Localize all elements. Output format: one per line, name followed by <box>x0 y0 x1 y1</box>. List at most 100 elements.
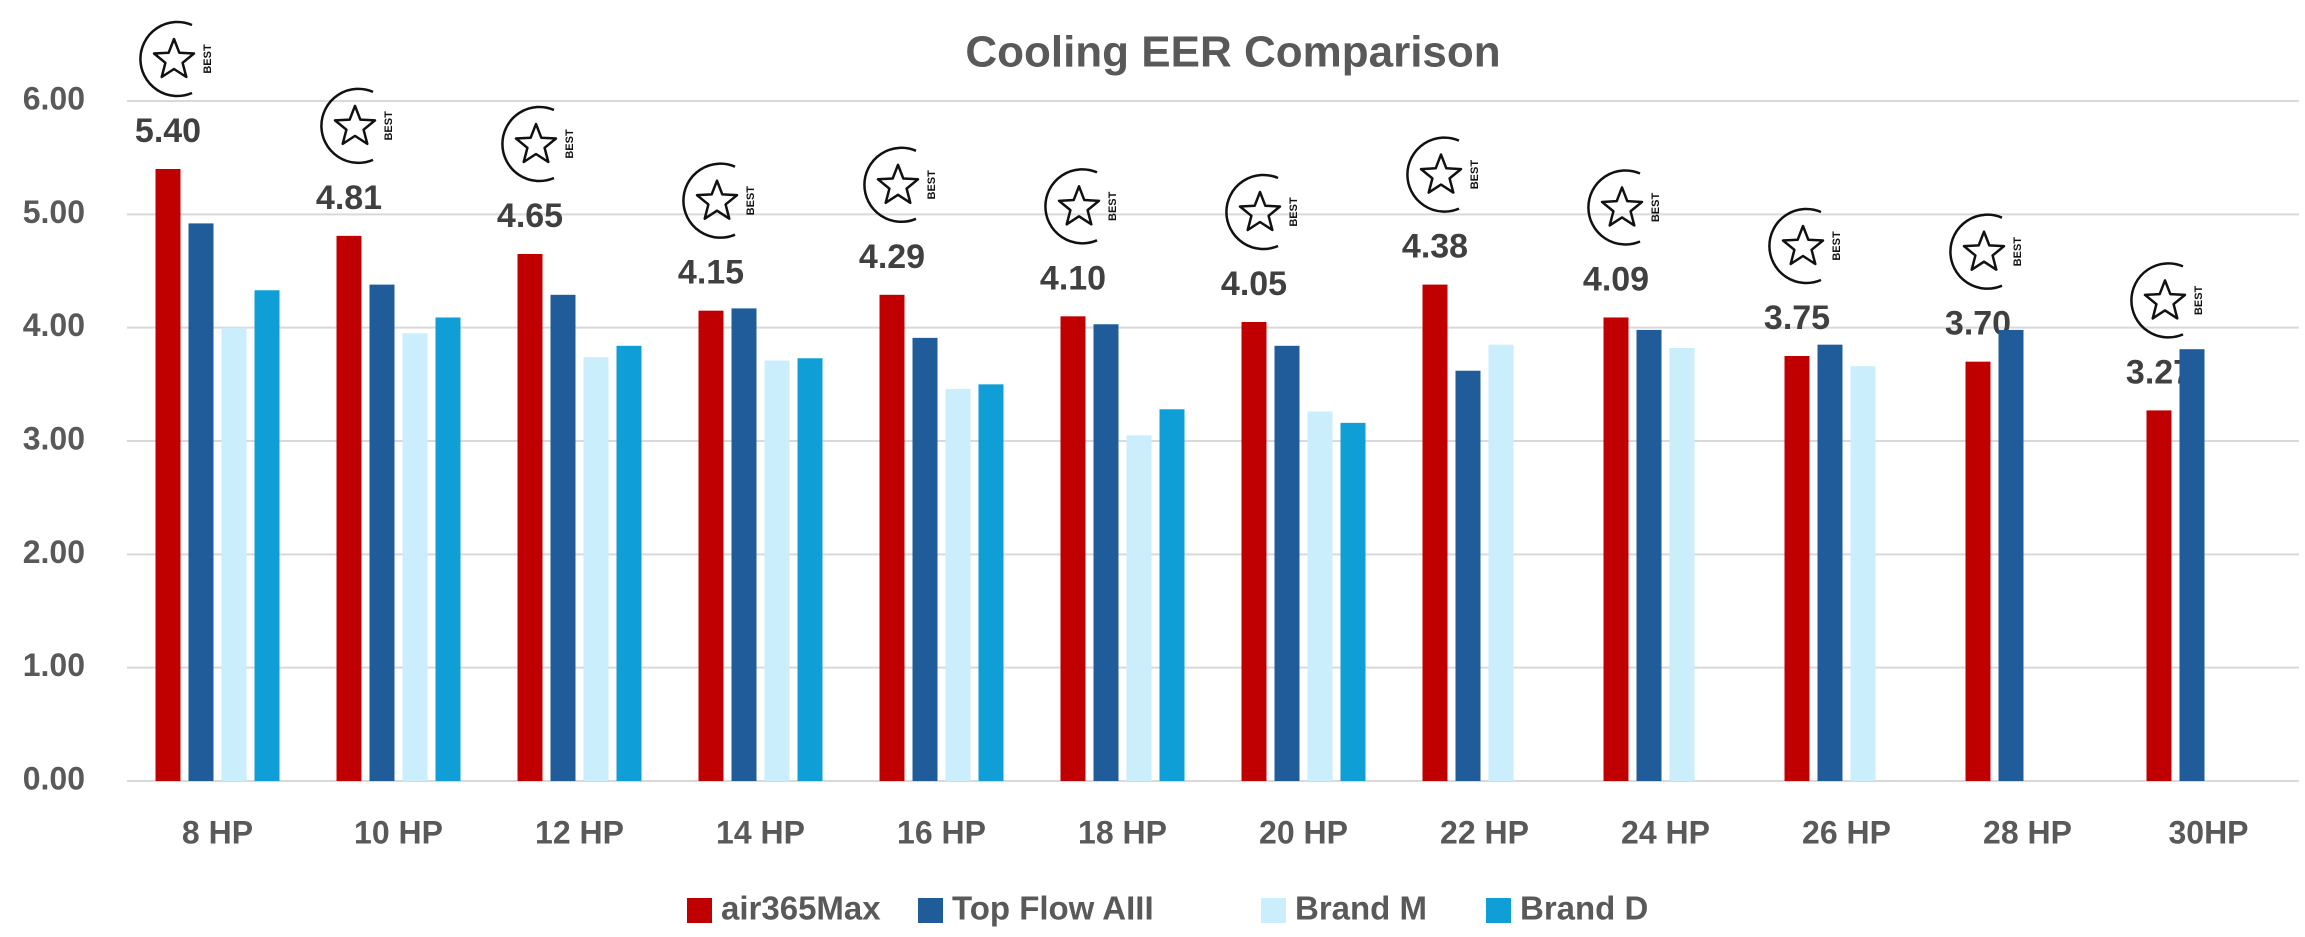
legend-swatch <box>1261 898 1286 923</box>
badge-star <box>1238 190 1282 232</box>
best-badge: BEST <box>682 162 757 239</box>
bar <box>978 384 1004 781</box>
bar <box>1669 348 1695 781</box>
bar <box>221 327 247 781</box>
bar <box>155 169 181 781</box>
bar <box>616 345 642 781</box>
bar <box>1636 329 1662 781</box>
legend-swatch <box>1486 898 1511 923</box>
value-label: 4.10 <box>1040 259 1106 297</box>
bar <box>1817 344 1843 781</box>
bar <box>1126 435 1152 781</box>
bar <box>1850 366 1876 781</box>
bar <box>1093 324 1119 781</box>
x-tick-label: 12 HP <box>535 814 624 850</box>
value-label: 4.81 <box>316 179 382 217</box>
badge-star <box>1057 185 1101 226</box>
value-label: 4.09 <box>1583 260 1649 298</box>
badge-label: BEST <box>1288 197 1300 227</box>
x-tick-label: 22 HP <box>1440 814 1529 850</box>
badge-star <box>152 37 196 79</box>
badge-star <box>1600 186 1644 227</box>
bar <box>254 290 280 781</box>
badge-label: BEST <box>1469 160 1481 190</box>
bar <box>402 333 428 781</box>
badge-ring <box>1225 173 1279 251</box>
bar <box>797 358 823 781</box>
badge-ring <box>1587 169 1641 246</box>
x-tick-label: 18 HP <box>1078 814 1167 850</box>
badge-ring <box>2130 262 2184 339</box>
bar <box>550 294 576 781</box>
value-label: 4.05 <box>1221 265 1287 303</box>
value-label: 4.38 <box>1402 228 1468 266</box>
bar <box>698 310 724 781</box>
best-badge: BEST <box>1225 173 1300 251</box>
bar <box>435 317 461 781</box>
y-tick-label: 1.00 <box>23 647 85 683</box>
badge-ring <box>863 146 917 224</box>
x-tick-label: 8 HP <box>182 814 253 850</box>
y-tick-label: 6.00 <box>23 80 85 116</box>
bar <box>1422 284 1448 781</box>
badge-star <box>1419 153 1463 194</box>
legend-swatch <box>918 898 943 923</box>
x-tick-label: 14 HP <box>716 814 805 850</box>
y-tick-label: 5.00 <box>23 194 85 230</box>
best-badge: BEST <box>863 146 938 224</box>
x-tick-label: 24 HP <box>1621 814 1710 850</box>
badge-star <box>1781 224 1825 266</box>
badge-ring <box>1044 168 1098 245</box>
legend-label: Top Flow AIII <box>952 890 1154 927</box>
value-label: 3.75 <box>1764 299 1830 337</box>
x-tick-label: 20 HP <box>1259 814 1348 850</box>
value-label: 4.15 <box>678 254 744 292</box>
value-label: 4.29 <box>859 238 925 276</box>
bar <box>2179 349 2205 781</box>
bar <box>2146 410 2172 781</box>
bar <box>1340 422 1366 781</box>
y-tick-label: 4.00 <box>23 307 85 343</box>
badge-ring <box>139 20 193 98</box>
badge-ring <box>1406 136 1460 213</box>
bar <box>1488 344 1514 781</box>
badge-label: BEST <box>383 111 395 141</box>
value-label: 4.65 <box>497 197 563 235</box>
best-badge: BEST <box>1949 213 2024 290</box>
badge-label: BEST <box>1831 231 1843 261</box>
x-tick-label: 28 HP <box>1983 814 2072 850</box>
best-badge: BEST <box>1587 169 1662 246</box>
badge-label: BEST <box>926 170 938 200</box>
bar <box>1159 409 1185 781</box>
bar <box>1784 356 1810 781</box>
y-tick-label: 3.00 <box>23 420 85 456</box>
best-badge: BEST <box>320 87 395 165</box>
badge-label: BEST <box>1107 191 1119 221</box>
bar <box>1060 316 1086 781</box>
bar <box>583 357 609 781</box>
badge-ring <box>501 105 555 183</box>
legend-label: Brand M <box>1295 890 1427 927</box>
legend-swatch <box>687 898 712 923</box>
y-tick-label: 2.00 <box>23 534 85 570</box>
badge-ring <box>1949 213 2003 290</box>
badge-label: BEST <box>202 44 214 74</box>
badge-label: BEST <box>745 186 757 216</box>
best-badge: BEST <box>139 20 214 98</box>
bar <box>188 223 214 781</box>
bar <box>945 388 971 781</box>
bar <box>879 294 905 781</box>
badge-label: BEST <box>2193 285 2205 315</box>
badge-star <box>876 163 920 205</box>
badge-star <box>514 122 558 164</box>
best-badge: BEST <box>1406 136 1481 213</box>
bar <box>1307 411 1333 781</box>
best-badge: BEST <box>1044 168 1119 245</box>
badge-star <box>695 179 739 220</box>
badge-label: BEST <box>1650 193 1662 223</box>
chart-title: Cooling EER Comparison <box>965 28 1500 77</box>
bar <box>912 337 938 781</box>
bar <box>1455 370 1481 781</box>
bar <box>1965 361 1991 781</box>
